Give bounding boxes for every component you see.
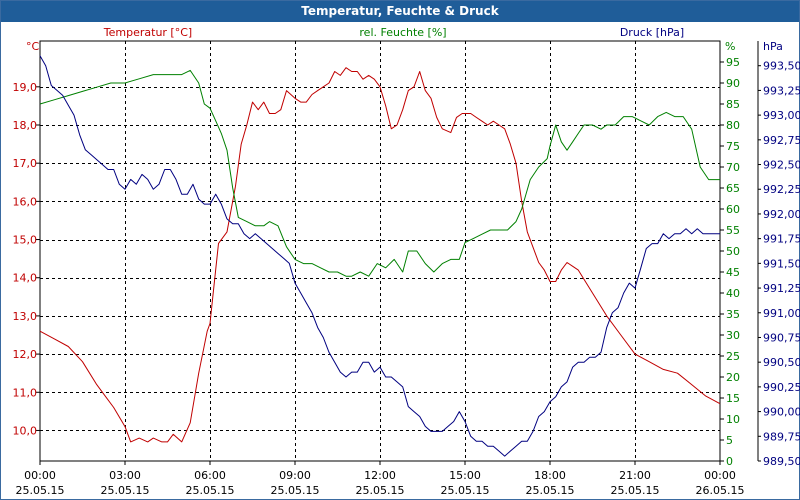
left-tick-label: 18,0 <box>13 119 38 132</box>
x-tick-time: 03:00 <box>109 469 141 482</box>
mid-tick-label: 60 <box>726 203 740 216</box>
x-tick-date: 25.05.15 <box>611 484 660 497</box>
x-tick-date: 26.05.15 <box>696 484 745 497</box>
right-tick-label: 991,00 <box>763 307 800 320</box>
mid-tick-label: 55 <box>726 224 740 237</box>
right-tick-label: 991,50 <box>763 257 800 270</box>
right-tick-label: 990,50 <box>763 356 800 369</box>
right-axis-label: Druck [hPa] <box>620 26 684 39</box>
right-tick-label: 989,75 <box>763 430 800 443</box>
right-tick-label: 992,75 <box>763 134 800 147</box>
mid-tick-label: 45 <box>726 266 740 279</box>
right-tick-label: 991,25 <box>763 282 800 295</box>
left-tick-label: 14,0 <box>13 272 38 285</box>
series-layer <box>39 55 721 457</box>
x-tick-date: 25.05.15 <box>16 484 65 497</box>
right-tick-label: 991,75 <box>763 233 800 246</box>
left-tick-label: 13,0 <box>13 310 38 323</box>
mid-tick-label: 5 <box>726 434 733 447</box>
right-tick-label: 992,50 <box>763 159 800 172</box>
left-tick-label: 19,0 <box>13 81 38 94</box>
x-axis-ticks: 00:00 25.05.15 03:00 25.05.15 06:00 25.05.15 0… <box>16 461 745 497</box>
mid-tick-label: 35 <box>726 308 740 321</box>
series-line-mid <box>39 69 720 277</box>
x-tick-time: 15:00 <box>449 469 481 482</box>
right-tick-label: 993,50 <box>763 60 800 73</box>
left-tick-label: 16,0 <box>13 195 38 208</box>
mid-tick-label: 95 <box>726 56 740 69</box>
mid-tick-label: 90 <box>726 77 740 90</box>
mid-tick-label: 50 <box>726 245 740 258</box>
x-tick-date: 25.05.15 <box>186 484 235 497</box>
mid-tick-label: 25 <box>726 350 740 363</box>
mid-tick-label: 70 <box>726 161 740 174</box>
mid-tick-label: 75 <box>726 140 740 153</box>
x-tick-time: 18:00 <box>534 469 566 482</box>
right-tick-label: 992,25 <box>763 183 800 196</box>
left-tick-label: 11,0 <box>13 386 38 399</box>
mid-axis-unit: % <box>725 40 735 53</box>
left-tick-label: 17,0 <box>13 157 38 170</box>
mid-tick-label: 10 <box>726 413 740 426</box>
x-tick-date: 25.05.15 <box>441 484 490 497</box>
left-tick-label: 12,0 <box>13 348 38 361</box>
mid-axis-label: rel. Feuchte [%] <box>359 26 446 39</box>
x-tick-time: 12:00 <box>364 469 396 482</box>
mid-axis-ticks: 0 5 10 15 20 25 30 35 40 45 50 55 60 65 70 75 80 85 90 95 <box>720 56 740 468</box>
mid-tick-label: 15 <box>726 392 740 405</box>
mid-tick-label: 30 <box>726 329 740 342</box>
mid-tick-label: 20 <box>726 371 740 384</box>
x-tick-date: 25.05.15 <box>101 484 150 497</box>
series-line-left <box>39 67 721 443</box>
x-tick-date: 25.05.15 <box>356 484 405 497</box>
x-tick-time: 06:00 <box>194 469 226 482</box>
left-tick-label: 10,0 <box>13 424 38 437</box>
right-tick-label: 989,50 <box>763 455 800 468</box>
mid-tick-label: 0 <box>726 455 733 468</box>
right-axis-unit: hPa <box>763 40 783 53</box>
chart-title: Temperatur, Feuchte & Druck <box>1 1 799 22</box>
x-tick-date: 25.05.15 <box>526 484 575 497</box>
x-tick-time: 00:00 <box>24 469 56 482</box>
left-axis-ticks: 10,0 11,0 12,0 13,0 14,0 15,0 16,0 17,0 18,0 19,0 <box>13 81 40 437</box>
x-tick-time: 09:00 <box>279 469 311 482</box>
left-tick-label: 15,0 <box>13 234 38 247</box>
left-axis-label: Temperatur [°C] <box>103 26 192 39</box>
x-tick-time: 21:00 <box>619 469 651 482</box>
series-line-right <box>39 55 720 457</box>
mid-tick-label: 85 <box>726 98 740 111</box>
right-tick-label: 993,00 <box>763 109 800 122</box>
mid-tick-label: 80 <box>726 119 740 132</box>
right-axis-ticks: 989,50 989,75 990,00 990,25 990,50 990,75 991,… <box>757 41 800 468</box>
right-tick-label: 990,25 <box>763 381 800 394</box>
right-tick-label: 990,75 <box>763 331 800 344</box>
right-tick-label: 993,25 <box>763 84 800 97</box>
left-axis-unit: °C <box>26 40 40 53</box>
right-tick-label: 992,00 <box>763 208 800 221</box>
mid-tick-label: 65 <box>726 182 740 195</box>
right-tick-label: 990,00 <box>763 406 800 419</box>
x-tick-time: 00:00 <box>704 469 736 482</box>
mid-tick-label: 40 <box>726 287 740 300</box>
x-tick-date: 25.05.15 <box>271 484 320 497</box>
